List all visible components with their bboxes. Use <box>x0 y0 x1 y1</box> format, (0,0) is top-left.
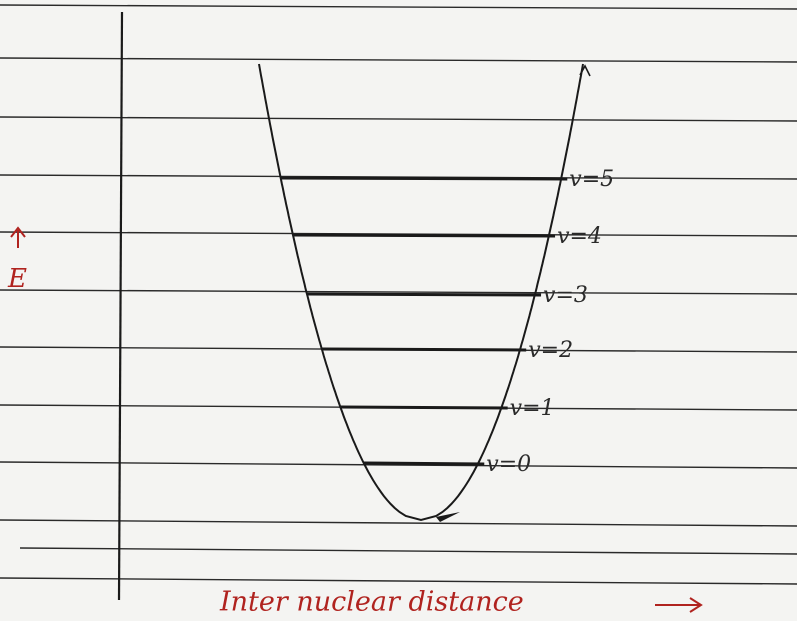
y-axis-label: E <box>7 264 27 294</box>
x-arrow <box>655 598 701 612</box>
y-arrow <box>11 228 25 248</box>
ruled-line <box>20 548 797 554</box>
energy-level <box>293 235 555 236</box>
ruled-line <box>0 58 797 62</box>
level-label: v=4 <box>557 224 602 249</box>
level-label: v=3 <box>543 283 588 308</box>
energy-level <box>307 294 541 295</box>
energy-level <box>322 349 526 350</box>
level-label: v=5 <box>569 167 614 192</box>
energy-levels: v=5 v=4 v=3 v=2 v=1 v=0 <box>281 167 614 477</box>
ruled-line <box>0 117 797 121</box>
level-label: v=0 <box>486 452 531 477</box>
energy-level <box>364 463 485 464</box>
diagram: v=5 v=4 v=3 v=2 v=1 v=0 E Inter nuclear dista… <box>0 0 797 621</box>
energy-level <box>281 178 568 179</box>
ruled-line <box>0 5 797 9</box>
page: {"axes": {"y_label": "E", "x_label": "In… <box>0 0 797 621</box>
level-label: v=2 <box>528 338 573 363</box>
x-axis-label: Inter nuclear distance <box>219 587 524 618</box>
energy-axis <box>119 12 122 600</box>
level-label: v=1 <box>510 396 555 421</box>
energy-level <box>340 407 507 408</box>
